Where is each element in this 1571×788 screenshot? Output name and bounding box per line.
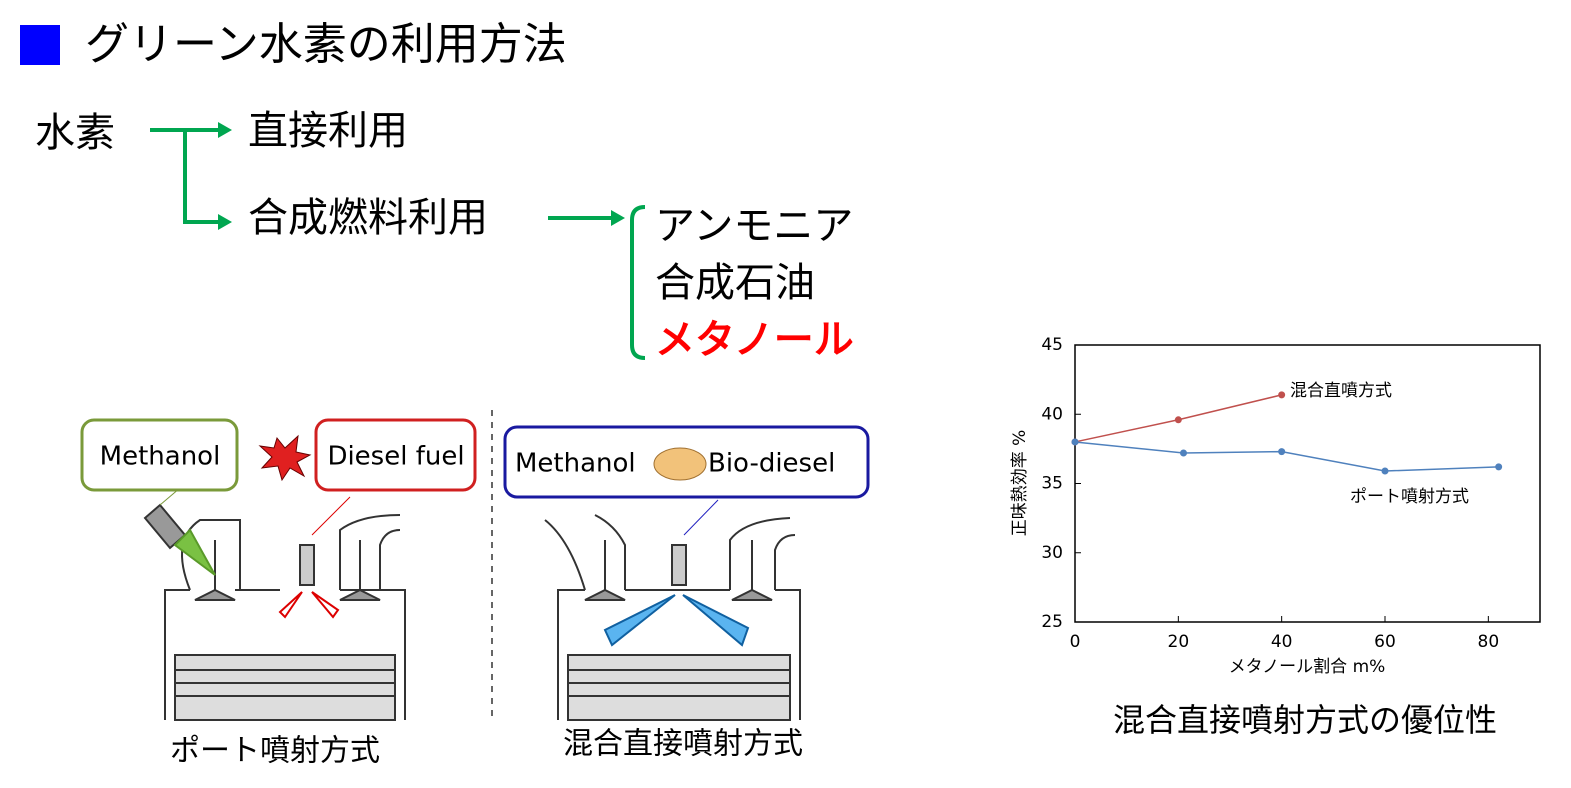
title-bullet xyxy=(20,25,60,65)
y-axis-label: 正味熱効率 % xyxy=(1010,430,1030,537)
tree-root: 水素 xyxy=(35,110,115,156)
x-tick-label: 80 xyxy=(1478,632,1500,652)
clash-icon xyxy=(258,434,312,482)
data-point xyxy=(1071,438,1079,446)
fuel-label: Bio-diesel xyxy=(708,449,835,479)
data-point xyxy=(1495,463,1503,471)
engine-caption: ポート噴射方式 xyxy=(170,734,380,769)
fuel-label: Methanol xyxy=(100,442,221,472)
series-line xyxy=(1074,441,1499,472)
data-point xyxy=(1278,391,1286,399)
engine-caption: 混合直接噴射方式 xyxy=(563,727,803,762)
y-tick-label: 45 xyxy=(1041,335,1063,355)
fuel: メタノール xyxy=(655,317,854,363)
arrow-heads xyxy=(218,122,625,230)
engine-direct xyxy=(544,499,801,721)
data-point xyxy=(1278,448,1286,456)
chart-title: 混合直接噴射方式の優位性 xyxy=(1113,701,1497,739)
fuel: 合成石油 xyxy=(655,260,815,306)
engine-port xyxy=(143,487,406,721)
x-tick-label: 60 xyxy=(1374,632,1396,652)
fuel: アンモニア xyxy=(655,203,853,249)
data-point xyxy=(1180,449,1187,457)
x-tick-label: 40 xyxy=(1271,632,1293,652)
fuel-label: Methanol xyxy=(515,449,636,479)
tree-arrows xyxy=(150,128,646,360)
y-tick-label: 35 xyxy=(1041,474,1063,494)
series-label: 混合直噴方式 xyxy=(1290,381,1392,401)
series-label: ポート噴射方式 xyxy=(1350,487,1469,507)
slide-title: グリーン水素の利用方法 xyxy=(85,19,567,70)
handshake-icon xyxy=(653,447,707,481)
tree-child: 直接利用 xyxy=(248,108,408,154)
x-tick-label: 0 xyxy=(1070,632,1081,652)
fuel-label: Diesel fuel xyxy=(327,442,464,472)
y-tick-label: 25 xyxy=(1041,612,1063,632)
tree-child: 合成燃料利用 xyxy=(248,195,488,241)
y-tick-label: 30 xyxy=(1041,543,1063,563)
y-tick-label: 40 xyxy=(1041,404,1063,424)
label-box xyxy=(80,418,239,492)
label-box xyxy=(314,418,477,492)
x-axis-label: メタノール割合 m% xyxy=(1229,657,1386,677)
data-point xyxy=(1381,467,1389,475)
data-point xyxy=(1174,416,1182,424)
x-tick-label: 20 xyxy=(1168,632,1190,652)
